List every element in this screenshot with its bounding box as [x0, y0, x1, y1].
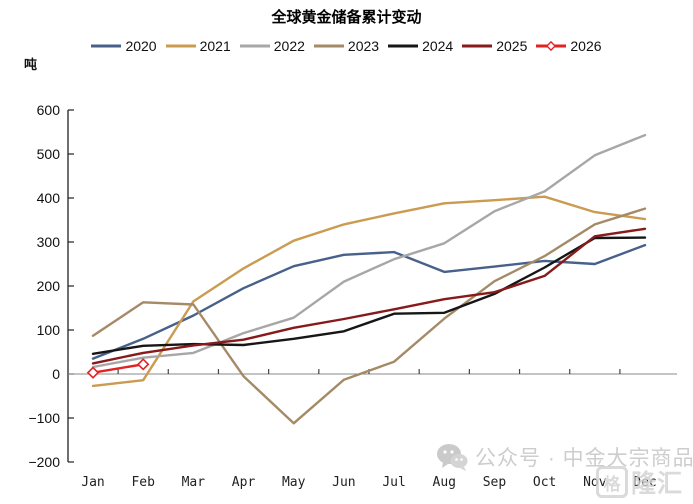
y-tick-label: 600 [37, 102, 61, 118]
legend-item-2025: 2025 [462, 38, 527, 54]
series-line-2025 [91, 227, 647, 365]
legend-item-2020: 2020 [91, 38, 157, 54]
legend-label-2020: 2020 [125, 38, 157, 54]
series-line-2023 [91, 207, 647, 425]
legend-swatch-2020 [91, 44, 122, 48]
y-tick-label: −200 [28, 454, 60, 470]
y-axis-unit-label: 吨 [24, 57, 38, 72]
legend-item-2021: 2021 [165, 38, 231, 54]
legend-item-2024: 2024 [388, 38, 453, 54]
series-line-2026 [91, 363, 145, 374]
legend-swatch-2024 [388, 44, 419, 48]
series-line-2022 [91, 133, 647, 369]
legend-label-2021: 2021 [199, 38, 231, 54]
y-tick-label: 200 [37, 278, 61, 294]
x-tick-label: Sep [483, 475, 507, 490]
legend-item-2026: 2026 [536, 38, 602, 54]
y-tick-label: 100 [37, 322, 61, 338]
legend-label-2022: 2022 [273, 38, 305, 54]
x-tick-label: Mar [182, 475, 206, 490]
legend-swatch-2025 [462, 44, 493, 48]
chart-legend: 2020 2021 2022 2023 2024 2025 2026 [0, 36, 693, 56]
x-tick-label: Apr [232, 475, 256, 490]
legend-label-2025: 2025 [496, 38, 528, 54]
x-tick-label: May [282, 475, 306, 490]
y-tick-label: 400 [37, 190, 61, 206]
y-tick-label: 300 [37, 234, 61, 250]
legend-label-2026: 2026 [570, 38, 602, 54]
x-tick-label: Jan [81, 475, 104, 490]
x-tick-label: Aug [433, 475, 456, 490]
y-tick-label: −100 [28, 410, 60, 426]
legend-swatch-2021 [165, 44, 196, 48]
y-tick-label: 0 [52, 366, 60, 382]
legend-label-2024: 2024 [422, 38, 454, 54]
legend-swatch-2022 [239, 44, 270, 48]
legend-swatch-2023 [313, 44, 344, 48]
chart-title: 全球黄金储备累计变动 [271, 9, 422, 26]
x-tick-label: Jul [382, 475, 405, 490]
x-tick-label: Oct [533, 475, 556, 490]
x-tick-label: Feb [131, 475, 155, 490]
series-line-2021 [91, 195, 647, 388]
x-tick-label: Dec [633, 475, 656, 490]
legend-item-2023: 2023 [313, 38, 380, 54]
legend-label-2023: 2023 [347, 38, 380, 54]
y-tick-label: 500 [37, 146, 61, 162]
x-tick-label: Nov [583, 475, 607, 490]
series-line-2024 [91, 236, 647, 355]
marker-diamond-2026 [136, 358, 150, 371]
legend-item-2022: 2022 [239, 38, 305, 54]
x-tick-label: Jun [332, 475, 355, 490]
legend-swatch-2026 [536, 41, 567, 51]
marker-diamond-2026 [86, 366, 100, 379]
